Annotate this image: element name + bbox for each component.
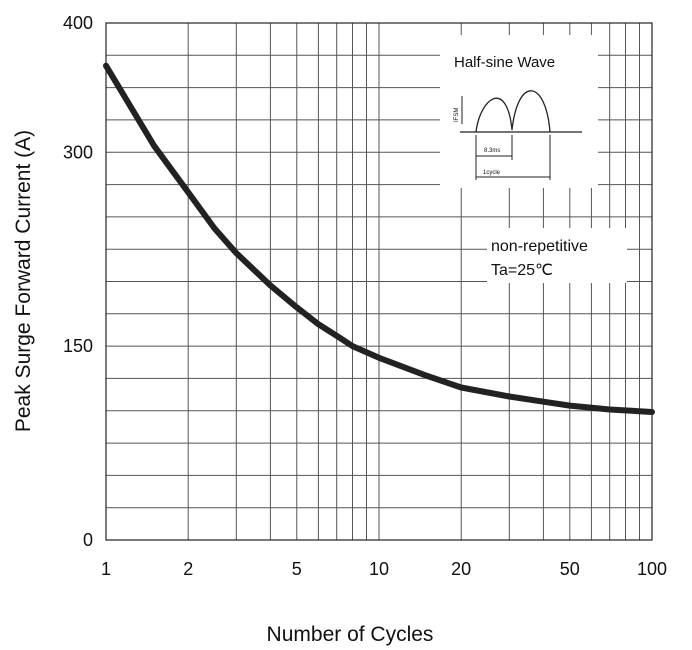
y-tick-label: 0 <box>83 530 93 550</box>
y-tick-labels: 0 150 300 400 <box>63 13 93 550</box>
inset-cycle-label: 1cycle <box>483 170 501 176</box>
x-tick-label: 100 <box>637 559 667 579</box>
half-sine-wave <box>475 90 551 133</box>
conditions-note: non-repetitive Ta=25℃ <box>487 228 627 283</box>
condition-text-1: non-repetitive <box>491 238 588 255</box>
x-tick-label: 5 <box>292 559 302 579</box>
y-axis-label: Peak Surge Forward Current (A) <box>12 130 35 432</box>
plot-frame <box>105 22 653 541</box>
x-tick-label: 2 <box>183 559 193 579</box>
y-tick-label: 150 <box>63 336 93 356</box>
inset-background <box>440 35 598 188</box>
x-tick-label: 10 <box>369 559 389 579</box>
y-tick-label: 400 <box>63 13 93 33</box>
conditions-background <box>487 228 627 283</box>
x-tick-label: 50 <box>560 559 580 579</box>
x-tick-label: 20 <box>451 559 471 579</box>
condition-text-2: Ta=25℃ <box>491 262 553 279</box>
inset-ifsm-label: IFSM <box>454 108 460 122</box>
half-sine-inset: Half-sine Wave IFSM 8.3ms 1cycle <box>440 35 598 188</box>
x-tick-label: 1 <box>101 559 111 579</box>
inset-half-period-label: 8.3ms <box>484 148 500 154</box>
x-axis-label: Number of Cycles <box>267 623 434 646</box>
inset-title: Half-sine Wave <box>454 54 555 71</box>
surge-current-curve <box>103 62 655 415</box>
y-tick-label: 300 <box>63 142 93 162</box>
x-tick-labels: 1 2 5 10 20 50 100 <box>101 559 667 579</box>
